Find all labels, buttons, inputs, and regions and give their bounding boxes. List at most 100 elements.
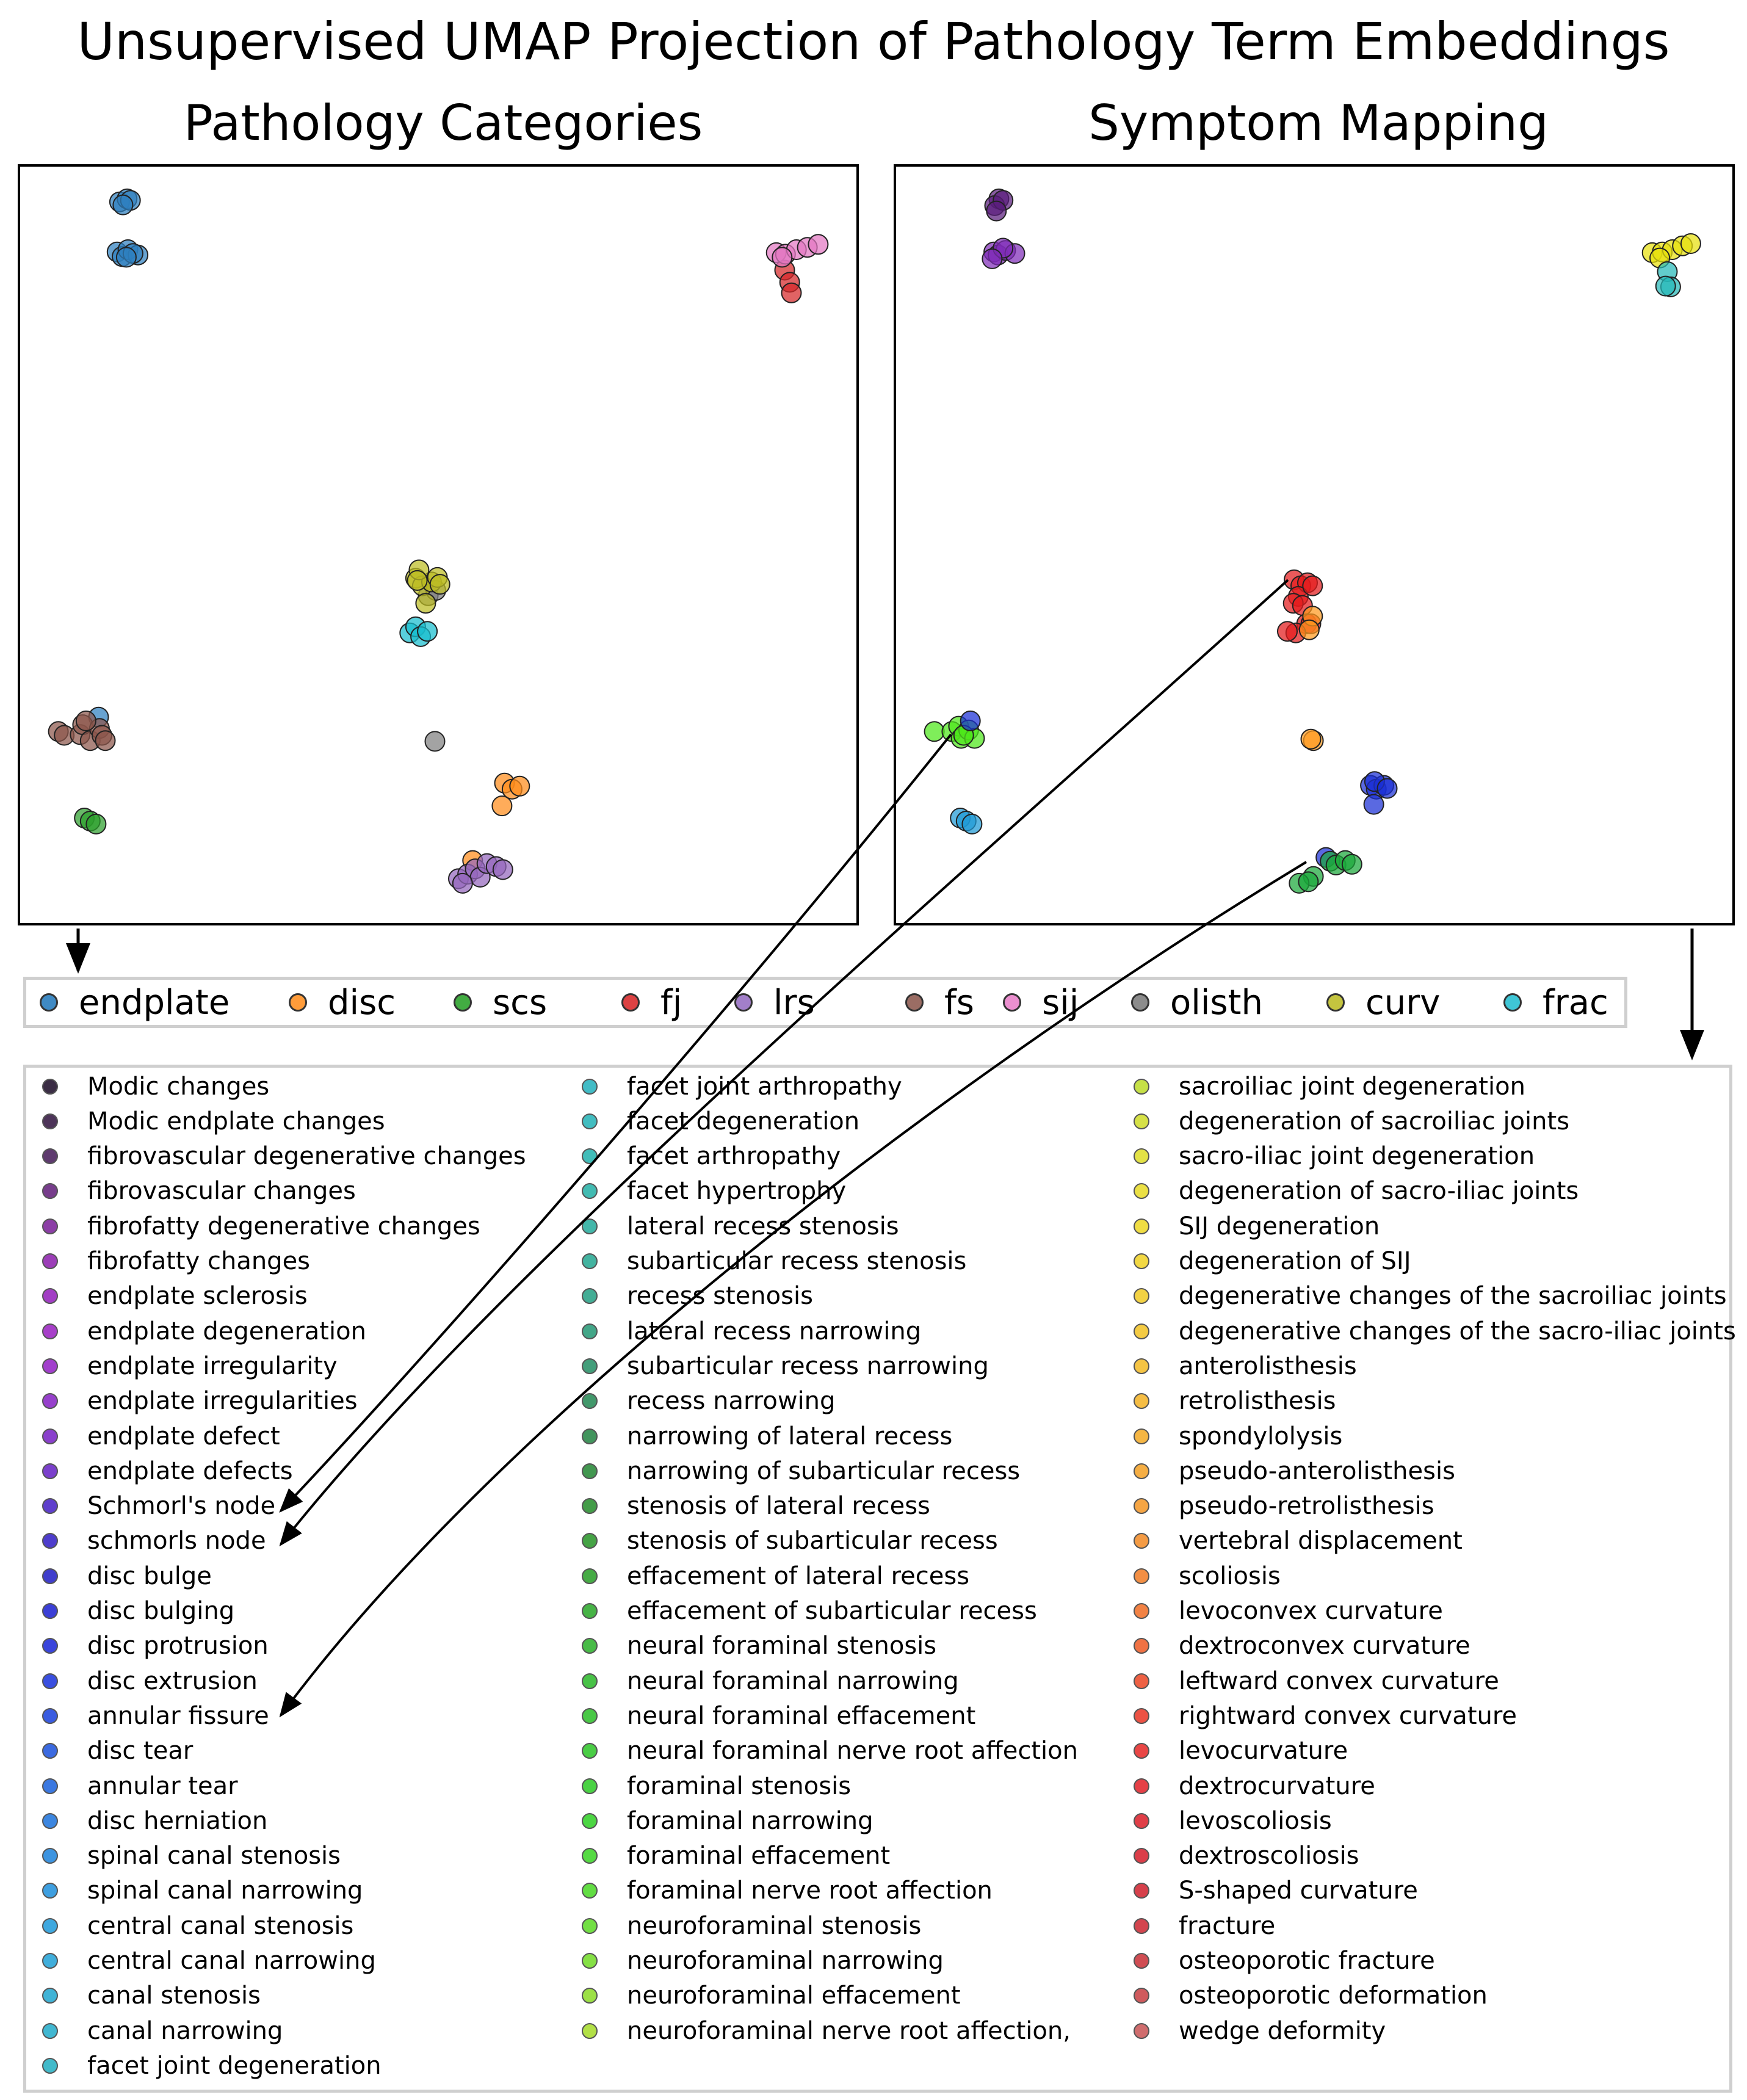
left-plot-title: Pathology Categories [183, 95, 703, 151]
legend-marker-icon [582, 1183, 598, 1200]
legend-marker-icon [621, 993, 640, 1012]
legend-marker-icon [1134, 1148, 1149, 1165]
term-legend-item: osteoporotic deformation [1134, 1979, 1488, 2013]
term-legend-label: recess narrowing [627, 1387, 836, 1416]
category-legend-label: lrs [773, 982, 815, 1023]
category-legend-item-frac: frac [1503, 980, 1608, 1025]
category-legend-item-lrs: lrs [734, 980, 815, 1025]
right-point-6-0 [924, 721, 945, 742]
term-legend-label: fibrofatty degenerative changes [87, 1212, 480, 1240]
term-legend-item: disc extrusion [42, 1664, 258, 1698]
legend-marker-icon [42, 1323, 58, 1339]
right-point-7-0 [960, 710, 981, 731]
legend-marker-icon [582, 1812, 598, 1829]
term-legend-label: lateral recess stenosis [627, 1212, 899, 1240]
category-legend-label: sij [1042, 982, 1079, 1023]
term-legend-label: subarticular recess narrowing [627, 1352, 989, 1380]
legend-marker-icon [1134, 1568, 1149, 1584]
legend-marker-icon [1134, 1743, 1149, 1759]
left-point-1-2 [509, 775, 530, 797]
legend-marker-icon [1134, 1603, 1149, 1619]
term-legend-label: disc protrusion [87, 1632, 269, 1660]
legend-marker-icon [582, 1428, 598, 1444]
term-legend-item: S-shaped curvature [1134, 1874, 1418, 1908]
left-point-6-4 [808, 234, 829, 255]
term-legend-label: scoliosis [1179, 1562, 1281, 1590]
legend-marker-icon [42, 1358, 58, 1374]
term-legend-item: neuroforaminal effacement [582, 1979, 961, 2013]
term-legend-label: facet degeneration [627, 1107, 860, 1135]
term-legend-label: foraminal nerve root affection [627, 1877, 993, 1905]
legend-marker-icon [1134, 1812, 1149, 1829]
legend-marker-icon [1134, 1463, 1149, 1479]
legend-marker-icon [1134, 1778, 1149, 1794]
right-plot-points [924, 188, 1701, 894]
legend-marker-icon [582, 1638, 598, 1654]
figure-title: Unsupervised UMAP Projection of Patholog… [77, 12, 1670, 71]
term-legend-label: Schmorl's node [87, 1492, 276, 1521]
term-legend-item: anterolisthesis [1134, 1349, 1357, 1383]
legend-marker-icon [42, 1428, 58, 1444]
right-point-2-4 [1680, 233, 1701, 254]
term-legend-item: facet arthropathy [582, 1139, 841, 1174]
term-legend-label: canal narrowing [87, 2016, 283, 2045]
term-legend-label: stenosis of lateral recess [627, 1492, 930, 1521]
term-legend-label: levoscoliosis [1179, 1806, 1332, 1835]
term-legend-label: degeneration of sacroiliac joints [1179, 1107, 1570, 1135]
term-legend-item: disc bulging [42, 1594, 234, 1629]
term-legend-item: fibrovascular changes [42, 1174, 356, 1209]
term-legend-item: stenosis of lateral recess [582, 1489, 930, 1524]
left-point-3-2 [781, 282, 802, 303]
category-legend-label: fj [660, 982, 682, 1023]
legend-marker-icon [582, 1288, 598, 1305]
legend-marker-icon [42, 1848, 58, 1864]
legend-marker-icon [1134, 1428, 1149, 1444]
legend-marker-icon [42, 1883, 58, 1899]
term-legend-item: facet joint arthropathy [582, 1069, 902, 1104]
term-legend-label: spinal canal stenosis [87, 1842, 341, 1870]
legend-marker-icon [582, 1568, 598, 1584]
term-legend-label: spinal canal narrowing [87, 1877, 363, 1905]
term-legend-item: lateral recess stenosis [582, 1209, 899, 1244]
legend-marker-icon [582, 1743, 598, 1759]
term-legend-label: endplate sclerosis [87, 1282, 308, 1311]
term-legend-item: vertebral displacement [1134, 1524, 1463, 1559]
term-legend-label: foraminal stenosis [627, 1772, 852, 1800]
term-legend-item: levoscoliosis [1134, 1803, 1332, 1838]
term-legend-item: fibrofatty degenerative changes [42, 1209, 480, 1244]
legend-marker-icon [454, 993, 472, 1012]
term-legend-label: effacement of subarticular recess [627, 1597, 1037, 1625]
category-legend-label: scs [493, 982, 548, 1023]
left-point-1-3 [491, 795, 513, 817]
term-legend-item: foraminal nerve root affection [582, 1874, 993, 1908]
category-legend-label: disc [328, 982, 396, 1023]
legend-marker-icon [1134, 1323, 1149, 1339]
legend-marker-icon [42, 2022, 58, 2039]
legend-marker-icon [582, 1533, 598, 1549]
legend-marker-icon [1134, 1078, 1149, 1095]
legend-marker-icon [1134, 1988, 1149, 2004]
legend-marker-icon [1134, 1393, 1149, 1410]
term-legend-label: retrolisthesis [1179, 1387, 1336, 1416]
term-legend-label: degeneration of SIJ [1179, 1247, 1411, 1275]
term-legend-item: SIJ degeneration [1134, 1209, 1380, 1244]
term-legend-item: endplate irregularity [42, 1349, 338, 1383]
legend-marker-icon [42, 1498, 58, 1515]
term-legend-item: scoliosis [1134, 1559, 1281, 1593]
right-point-5-1 [1298, 619, 1320, 640]
term-legend-label: neuroforaminal narrowing [627, 1947, 944, 1975]
legend-marker-icon [582, 1358, 598, 1374]
term-legend-item: central canal narrowing [42, 1944, 376, 1979]
term-legend-item: pseudo-retrolisthesis [1134, 1489, 1434, 1524]
legend-marker-icon [1134, 1113, 1149, 1129]
term-legend-label: dextroscoliosis [1179, 1842, 1359, 1870]
term-legend-label: annular tear [87, 1772, 238, 1800]
legend-marker-icon [734, 993, 753, 1012]
term-legend-item: central canal stenosis [42, 1908, 353, 1943]
right-point-4-10 [1277, 621, 1298, 642]
left-point-4-4 [452, 872, 473, 894]
term-legend-label: disc bulging [87, 1597, 235, 1625]
term-legend-label: lateral recess narrowing [627, 1317, 922, 1345]
category-legend-item-endplate: endplate [40, 980, 230, 1025]
legend-marker-icon [42, 1707, 58, 1724]
